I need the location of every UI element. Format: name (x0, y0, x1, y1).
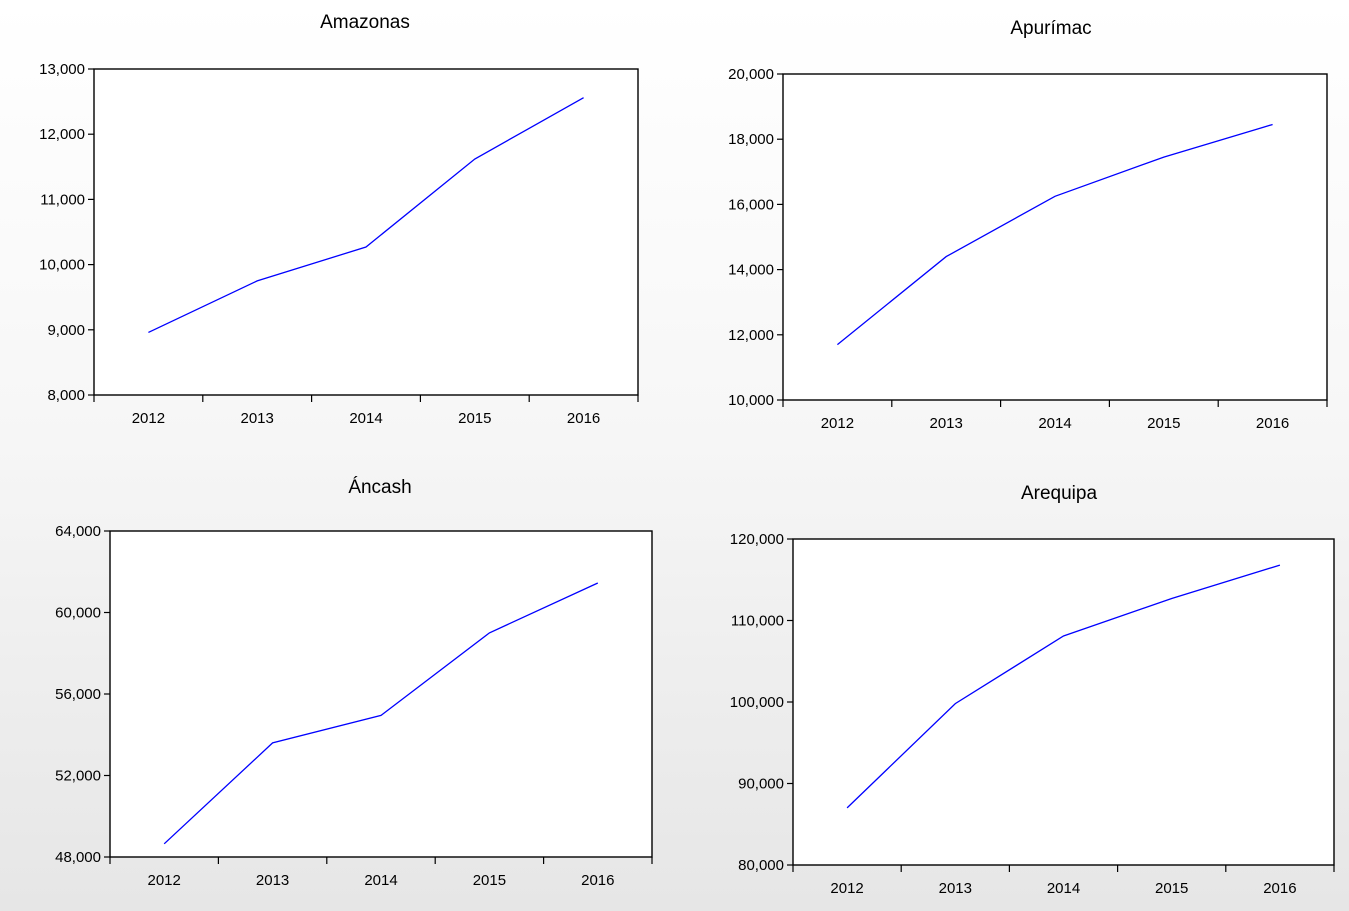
x-tick-label: 2015 (1155, 880, 1188, 897)
y-tick-label: 20,000 (728, 66, 774, 83)
y-tick-label: 10,000 (728, 392, 774, 409)
y-tick-label: 52,000 (55, 768, 101, 785)
x-tick-label: 2016 (567, 410, 600, 427)
x-tick-label: 2016 (581, 872, 614, 889)
y-tick-label: 14,000 (728, 262, 774, 279)
x-tick-label: 2012 (821, 415, 854, 432)
y-tick-label: 110,000 (731, 613, 784, 630)
x-tick-label: 2013 (241, 410, 274, 427)
y-tick-label: 64,000 (55, 523, 101, 540)
series-line-arequipa (846, 564, 1281, 809)
x-tick-label: 2013 (939, 880, 972, 897)
x-tick-label: 2013 (256, 872, 289, 889)
y-tick-label: 56,000 (55, 686, 101, 703)
chart-amazonas: Amazonas 8,000 9,000 10,000 11,000 12,000 13,0… (39, 12, 639, 427)
y-tick-label: 10,000 (39, 257, 85, 274)
x-tick-label: 2015 (473, 872, 506, 889)
chart-apurimac: Apurímac 10,000 12,000 14,000 16,000 18,000 20… (728, 18, 1328, 432)
chart-title: Apurímac (1010, 18, 1091, 39)
y-tick-label: 18,000 (728, 131, 774, 148)
chart-ancash: Áncash 48,000 52,000 56,000 60,000 64,000 2012… (55, 477, 653, 889)
chart-title: Amazonas (320, 12, 410, 33)
y-tick-label: 48,000 (55, 849, 101, 866)
x-tick-label: 2014 (1047, 880, 1080, 897)
chart-title: Arequipa (1021, 483, 1097, 504)
chart-panel-amazonas: Amazonas 8,000 9,000 10,000 11,000 12,000 13,0… (0, 0, 675, 455)
series-line-apurimac (836, 123, 1273, 346)
y-tick-label: 120,000 (730, 531, 784, 548)
y-tick-label: 11,000 (40, 191, 85, 208)
y-tick-label: 8,000 (47, 387, 85, 404)
y-tick-label: 90,000 (738, 776, 784, 793)
y-tick-label: 13,000 (39, 61, 85, 78)
x-tick-label: 2016 (1263, 880, 1296, 897)
x-tick-label: 2016 (1256, 415, 1289, 432)
x-tick-label: 2012 (148, 872, 181, 889)
plot-area (109, 530, 653, 858)
x-tick-label: 2013 (930, 415, 963, 432)
series-line-ancash (163, 582, 599, 845)
x-tick-label: 2014 (1038, 415, 1071, 432)
series-line-amazonas (148, 97, 584, 333)
plot-area (782, 73, 1328, 401)
chart-arequipa: Arequipa 80,000 90,000 100,000 110,000 120,00… (730, 483, 1335, 897)
chart-panel-ancash: Áncash 48,000 52,000 56,000 60,000 64,000 2012… (0, 455, 675, 911)
y-tick-label: 16,000 (728, 196, 774, 213)
chart-title: Áncash (348, 477, 411, 498)
y-tick-label: 60,000 (55, 605, 101, 622)
x-tick-label: 2012 (132, 410, 165, 427)
y-tick-label: 80,000 (738, 857, 784, 874)
plot-area (93, 68, 639, 396)
x-tick-label: 2012 (830, 880, 863, 897)
x-tick-label: 2014 (364, 872, 397, 889)
chart-panel-apurimac: Apurímac 10,000 12,000 14,000 16,000 18,000 20… (675, 0, 1349, 455)
chart-panel-arequipa: Arequipa 80,000 90,000 100,000 110,000 120,00… (675, 455, 1349, 911)
y-tick-label: 12,000 (39, 126, 85, 143)
plot-area (792, 538, 1335, 866)
x-tick-label: 2014 (349, 410, 382, 427)
y-tick-label: 12,000 (728, 327, 774, 344)
y-tick-label: 9,000 (47, 322, 85, 339)
x-tick-label: 2015 (1147, 415, 1180, 432)
x-tick-label: 2015 (458, 410, 491, 427)
y-tick-label: 100,000 (730, 694, 784, 711)
